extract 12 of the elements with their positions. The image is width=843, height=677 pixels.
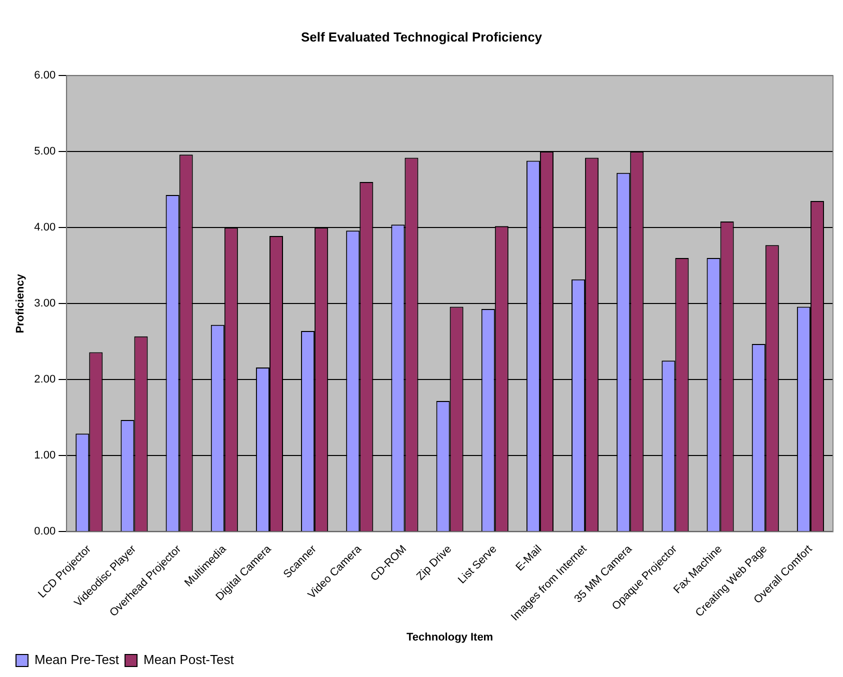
y-tick-label: 1.00 [34, 450, 56, 462]
chart-title: Self Evaluated Technogical Proficiency [300, 29, 543, 44]
y-tick-label: 6.00 [34, 70, 56, 82]
y-tick-label: 3.00 [34, 298, 56, 310]
y-tick-label: 2.00 [34, 374, 56, 386]
y-tick-label: 4.00 [34, 222, 56, 234]
y-tick-label: 0.00 [34, 526, 56, 538]
y-tick-label: 5.00 [34, 146, 56, 158]
x-axis-title: Technology Item [406, 631, 494, 644]
legend-label: Mean Pre-Test [34, 652, 120, 668]
legend-label: Mean Post-Test [144, 652, 234, 668]
y-axis-title: Proficiency [14, 273, 27, 334]
